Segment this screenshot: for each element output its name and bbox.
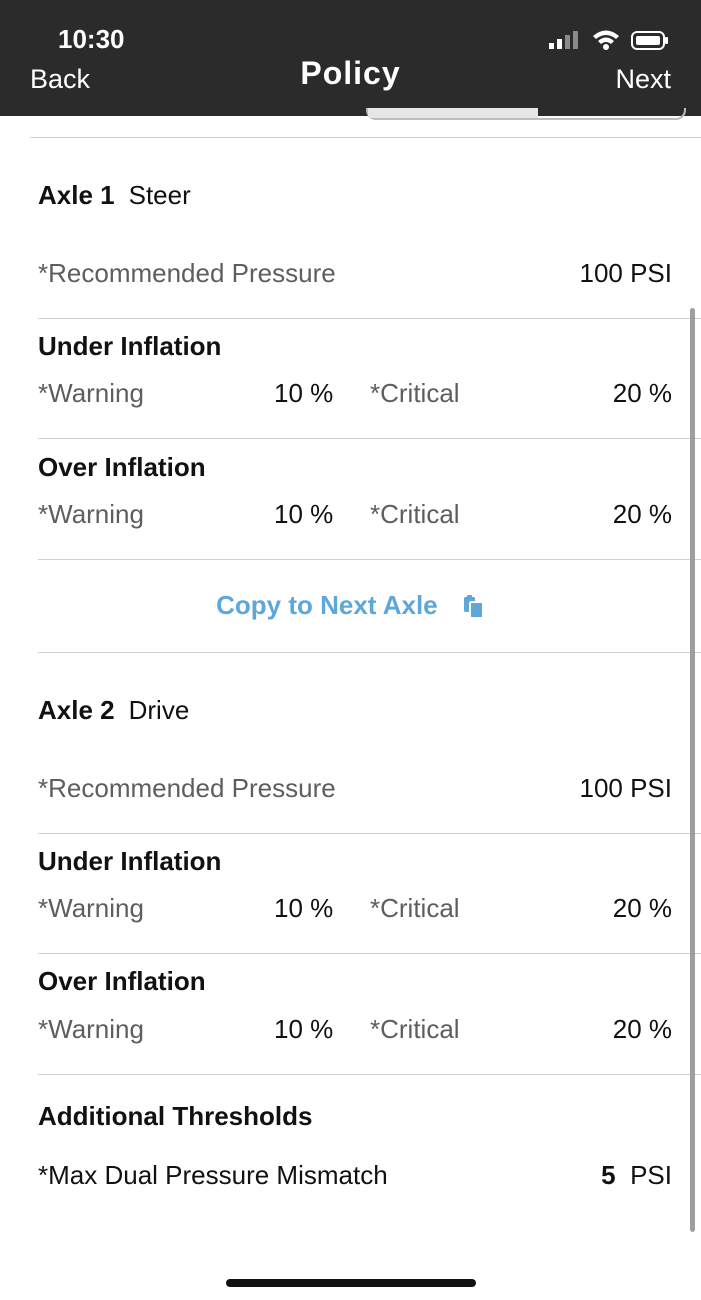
axle-2-position: Drive <box>128 695 190 725</box>
segmented-control[interactable] <box>366 108 686 120</box>
wifi-icon <box>593 30 619 50</box>
divider <box>38 953 701 954</box>
under-warning-label: *Warning <box>38 378 144 408</box>
home-indicator[interactable] <box>226 1279 476 1287</box>
divider <box>38 833 701 834</box>
status-icons <box>539 28 669 52</box>
dual-mismatch-label: *Max Dual Pressure Mismatch <box>38 1160 388 1190</box>
battery-icon <box>631 31 668 50</box>
next-button[interactable]: Next <box>615 64 671 94</box>
over-inflation-title: Over Inflation <box>38 966 206 996</box>
scrollbar[interactable] <box>690 308 695 1232</box>
recommended-pressure-value[interactable]: 100 PSI <box>579 258 672 288</box>
over-critical-value[interactable]: 20 % <box>612 1014 672 1044</box>
dual-mismatch-value[interactable]: 5 <box>601 1160 616 1190</box>
under-critical-label: *Critical <box>370 893 460 923</box>
axle-2-label: Axle 2 <box>38 695 115 725</box>
status-time: 10:30 <box>58 24 125 54</box>
axle-1-label: Axle 1 <box>38 180 115 210</box>
divider <box>38 438 701 439</box>
copy-to-next-axle-label: Copy to Next Axle <box>216 590 438 620</box>
page-title: Policy <box>300 55 401 91</box>
over-warning-value[interactable]: 10 % <box>274 499 334 529</box>
segment-active[interactable] <box>368 108 538 118</box>
dual-mismatch-unit: PSI <box>630 1160 672 1190</box>
over-warning-label: *Warning <box>38 499 144 529</box>
back-button[interactable]: Back <box>30 64 91 94</box>
over-critical-value[interactable]: 20 % <box>612 499 672 529</box>
recommended-pressure-label: *Recommended Pressure <box>38 258 336 288</box>
under-warning-value[interactable]: 10 % <box>274 893 334 923</box>
under-warning-label: *Warning <box>38 893 144 923</box>
divider <box>30 137 701 138</box>
over-inflation-title: Over Inflation <box>38 452 206 482</box>
axle-2-header: Axle 2 Drive <box>38 695 189 726</box>
under-critical-label: *Critical <box>370 378 460 408</box>
signal-icon <box>549 31 578 49</box>
divider <box>38 559 701 560</box>
divider <box>38 1074 701 1075</box>
recommended-pressure-value[interactable]: 100 PSI <box>579 773 672 803</box>
over-warning-value[interactable]: 10 % <box>274 1014 334 1044</box>
divider <box>38 652 701 653</box>
axle-1-position: Steer <box>128 180 191 210</box>
over-critical-label: *Critical <box>370 1014 460 1044</box>
copy-to-next-axle-button[interactable]: Copy to Next Axle <box>0 590 701 621</box>
under-critical-value[interactable]: 20 % <box>612 378 672 408</box>
under-inflation-title: Under Inflation <box>38 846 222 876</box>
additional-thresholds-title: Additional Thresholds <box>38 1101 313 1131</box>
over-warning-label: *Warning <box>38 1014 144 1044</box>
under-critical-value[interactable]: 20 % <box>612 893 672 923</box>
divider <box>38 318 701 319</box>
copy-icon <box>463 595 484 620</box>
under-warning-value[interactable]: 10 % <box>274 378 334 408</box>
under-inflation-title: Under Inflation <box>38 331 222 361</box>
dual-mismatch-field[interactable]: 5 PSI <box>601 1160 672 1191</box>
nav-bar: 10:30 Back Policy Next <box>0 0 701 116</box>
over-critical-label: *Critical <box>370 499 460 529</box>
recommended-pressure-label: *Recommended Pressure <box>38 773 336 803</box>
axle-1-header: Axle 1 Steer <box>38 180 191 211</box>
